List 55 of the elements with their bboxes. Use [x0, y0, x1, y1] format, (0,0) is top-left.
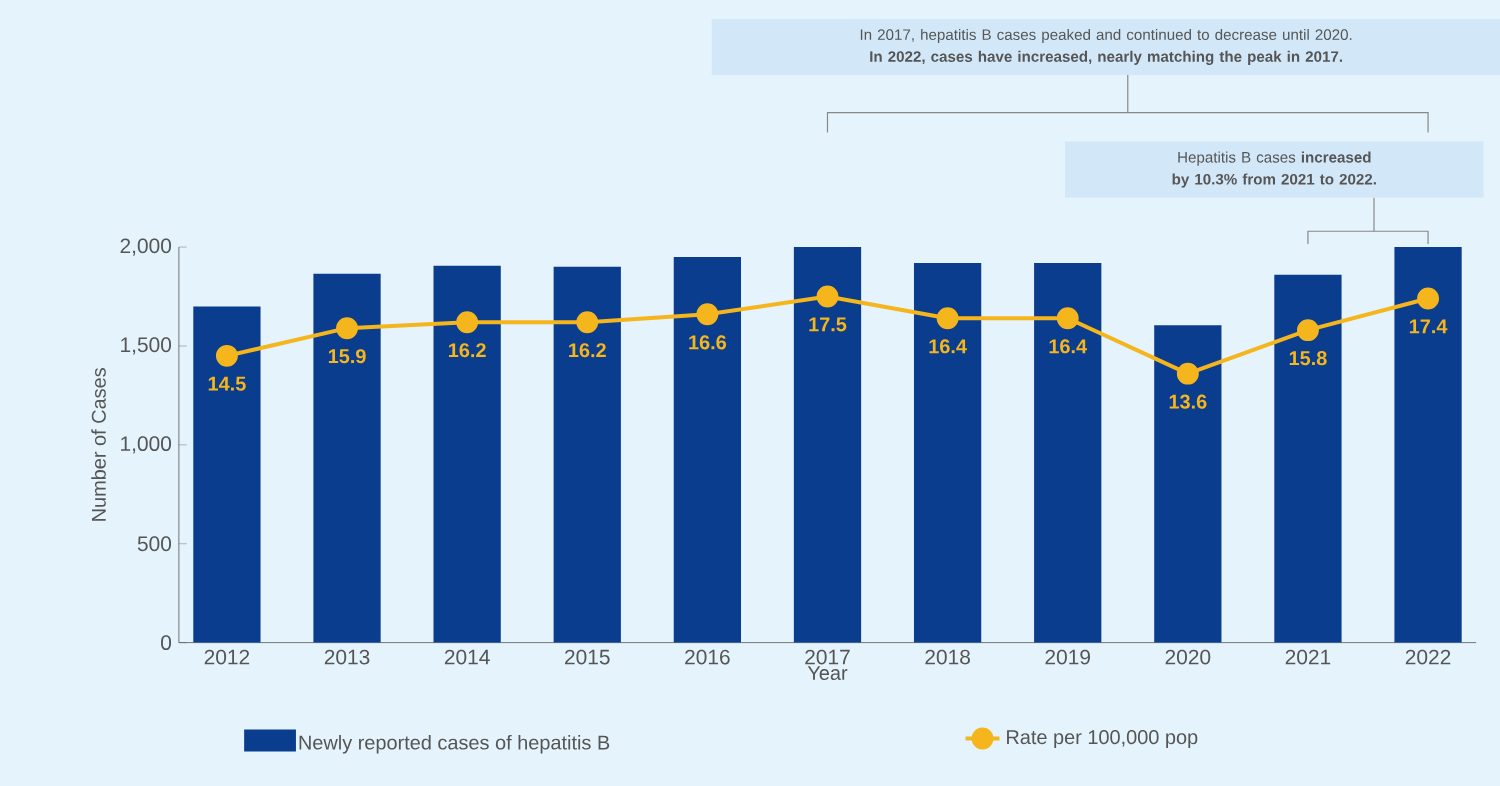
point: [1296, 319, 1319, 342]
y-tick-label: 1,500: [121, 337, 172, 355]
x-tick-label: 2022: [1405, 649, 1451, 665]
data-label: 16.4: [1049, 339, 1088, 354]
point: [1056, 307, 1079, 330]
bar: [913, 262, 982, 643]
text: Hepatitis B cases increased by 10.3% from 2021 to 2022.: [1172, 151, 1376, 188]
data-label: 16.2: [569, 343, 606, 358]
bar: [193, 306, 261, 643]
point: [696, 303, 719, 326]
text: In 2017, hepatitis B cases peaked and continued to decrease until 2020. In 2022, cases have increased, nearly matching the peak in 2017.: [860, 28, 1352, 65]
x-tick-label: 2020: [1165, 649, 1211, 665]
data-label: 16.6: [689, 335, 727, 350]
data-label: 17.5: [809, 317, 847, 332]
y-tick-label: 500: [137, 536, 172, 552]
legend-label: Newly reported cases of hepatitis B: [299, 734, 610, 754]
point: [456, 311, 479, 334]
point: [936, 307, 959, 330]
data-label: 15.9: [328, 349, 366, 364]
point: [576, 311, 599, 334]
data-label: 16.4: [929, 339, 967, 354]
point: [1176, 362, 1199, 385]
y-tick-label: 1,000: [121, 436, 172, 454]
bar: [433, 265, 501, 643]
point: [816, 285, 839, 308]
point: [215, 344, 238, 367]
x-axis-title: Year: [807, 666, 848, 680]
x-tick-label: 2016: [685, 649, 730, 665]
data-label: 13.6: [1169, 394, 1207, 409]
bar: [673, 256, 742, 643]
y-tick-label: 2,000: [120, 238, 172, 256]
x-tick-label: 2018: [925, 649, 970, 665]
data-label: 15.8: [1289, 351, 1327, 366]
bar: [793, 247, 862, 643]
x-tick-label: 2017: [805, 649, 850, 665]
bar: [313, 273, 381, 643]
x-tick-label: 2015: [565, 649, 610, 665]
bar: [1154, 325, 1222, 643]
x-tick-label: 2021: [1285, 649, 1331, 665]
bar: [1274, 274, 1342, 643]
legend-label: Rate per 100,000 pop: [1007, 730, 1198, 749]
x-tick-label: 2013: [324, 649, 370, 665]
data-label: 14.5: [208, 376, 246, 391]
point: [336, 317, 359, 340]
x-tick-label: 2012: [204, 649, 250, 665]
data-label: 17.4: [1409, 319, 1448, 334]
y-tick-label: 0: [161, 635, 172, 650]
bar: [553, 266, 621, 643]
point: [1417, 287, 1440, 310]
y-axis-title: Number of Cases: [91, 368, 106, 521]
x-tick-label: 2019: [1045, 649, 1090, 665]
bar: [1394, 247, 1462, 643]
bar: [1034, 262, 1102, 643]
data-label: 16.2: [449, 343, 486, 358]
x-tick-label: 2014: [444, 649, 490, 665]
